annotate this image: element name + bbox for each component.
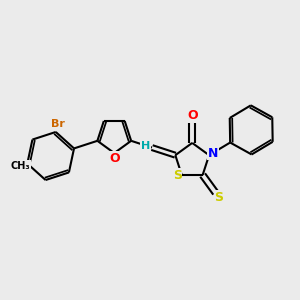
Text: H: H: [141, 141, 150, 151]
Text: S: S: [214, 191, 223, 204]
Text: O: O: [109, 152, 120, 165]
Text: N: N: [208, 147, 218, 160]
Text: S: S: [173, 169, 182, 182]
Text: CH₃: CH₃: [11, 161, 30, 171]
Text: Br: Br: [51, 118, 64, 129]
Text: O: O: [187, 109, 197, 122]
